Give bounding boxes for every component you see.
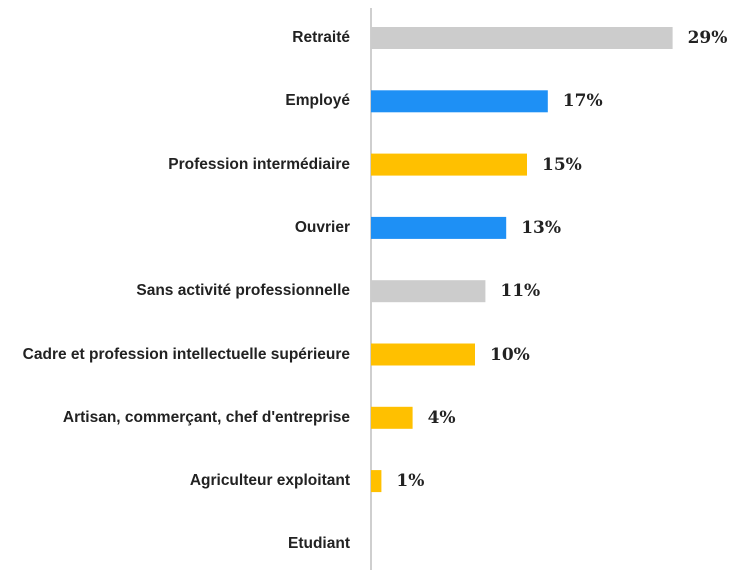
category-label: Sans activité professionnelle xyxy=(136,282,350,300)
value-label: 1% xyxy=(396,471,425,492)
value-label: 15% xyxy=(542,154,582,175)
value-label: 29% xyxy=(687,28,728,48)
category-label: Ouvrier xyxy=(294,218,350,236)
category-label: Artisan, commerçant, chef d'entreprise xyxy=(62,408,350,426)
bar xyxy=(371,216,507,239)
bar xyxy=(371,27,673,49)
category-label: Etudiant xyxy=(288,535,350,553)
bar xyxy=(371,343,475,366)
category-label: Employé xyxy=(285,92,350,110)
value-label: 10% xyxy=(490,344,530,365)
value-label: 4% xyxy=(427,407,456,428)
value-label: 11% xyxy=(500,281,541,302)
bar xyxy=(371,153,527,176)
value-label: 13% xyxy=(521,217,561,238)
category-label: Profession intermédiaire xyxy=(168,155,350,173)
bar xyxy=(371,90,548,113)
bar xyxy=(371,280,486,303)
category-label: Cadre et profession intellectuelle supér… xyxy=(22,345,350,363)
value-label: 17% xyxy=(562,91,603,112)
bar xyxy=(371,406,413,429)
bar xyxy=(371,470,382,493)
category-label: Agriculteur exploitant xyxy=(189,472,350,490)
category-label: Retraité xyxy=(292,29,350,46)
